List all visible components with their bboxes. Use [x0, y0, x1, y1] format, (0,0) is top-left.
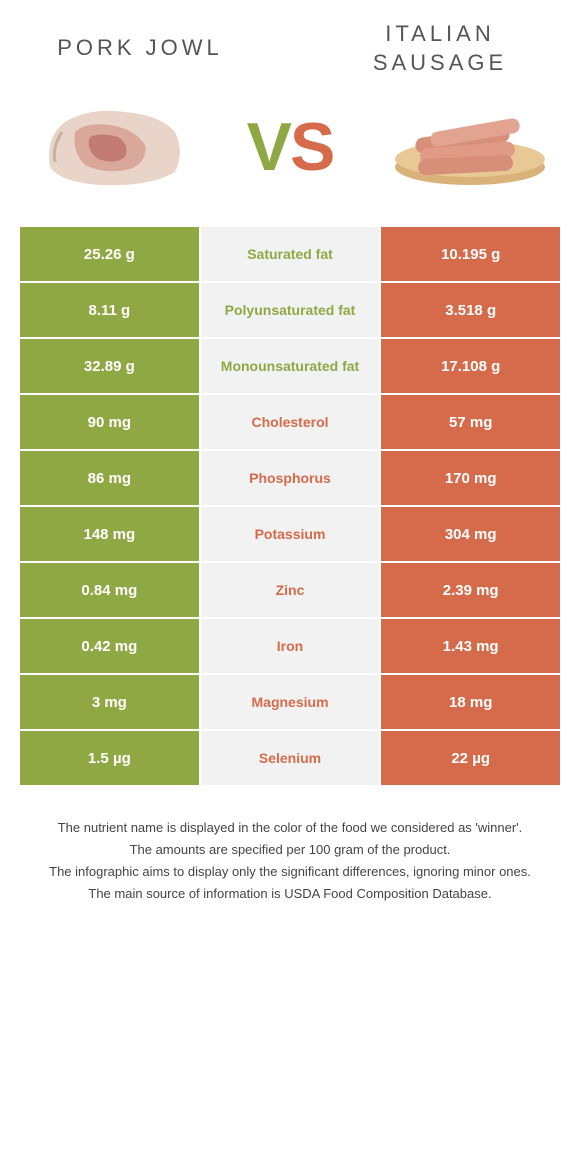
left-value: 1.5 µg	[20, 731, 201, 787]
left-value: 3 mg	[20, 675, 201, 731]
left-value: 0.84 mg	[20, 563, 201, 619]
left-value: 90 mg	[20, 395, 201, 451]
nutrient-label: Cholesterol	[201, 395, 382, 451]
title-left: PORK JOWL	[40, 34, 240, 63]
footer-line-3: The infographic aims to display only the…	[30, 861, 550, 883]
left-value: 0.42 mg	[20, 619, 201, 675]
right-value: 170 mg	[381, 451, 560, 507]
table-row: 148 mgPotassium304 mg	[20, 507, 560, 563]
vs-s: S	[290, 109, 333, 185]
table-row: 86 mgPhosphorus170 mg	[20, 451, 560, 507]
footer-line-4: The main source of information is USDA F…	[30, 883, 550, 905]
right-value: 1.43 mg	[381, 619, 560, 675]
header: PORK JOWL ITALIAN SAUSAGE	[0, 0, 580, 87]
pork-jowl-image	[30, 97, 200, 197]
footer-line-1: The nutrient name is displayed in the co…	[30, 817, 550, 839]
nutrient-label: Selenium	[201, 731, 382, 787]
nutrient-label: Phosphorus	[201, 451, 382, 507]
italian-sausage-image	[380, 97, 550, 197]
nutrient-label: Polyunsaturated fat	[201, 283, 382, 339]
left-value: 25.26 g	[20, 227, 201, 283]
right-value: 10.195 g	[381, 227, 560, 283]
nutrient-label: Magnesium	[201, 675, 382, 731]
table-row: 0.84 mgZinc2.39 mg	[20, 563, 560, 619]
right-value: 3.518 g	[381, 283, 560, 339]
right-value: 304 mg	[381, 507, 560, 563]
vs-v: V	[247, 109, 290, 185]
table-row: 3 mgMagnesium18 mg	[20, 675, 560, 731]
left-value: 32.89 g	[20, 339, 201, 395]
footer-line-2: The amounts are specified per 100 gram o…	[30, 839, 550, 861]
right-value: 2.39 mg	[381, 563, 560, 619]
vs-label: VS	[247, 108, 334, 186]
right-value: 57 mg	[381, 395, 560, 451]
right-value: 18 mg	[381, 675, 560, 731]
nutrient-label: Saturated fat	[201, 227, 382, 283]
nutrient-label: Potassium	[201, 507, 382, 563]
right-value: 22 µg	[381, 731, 560, 787]
table-row: 32.89 gMonounsaturated fat17.108 g	[20, 339, 560, 395]
table-row: 25.26 gSaturated fat10.195 g	[20, 227, 560, 283]
table-row: 90 mgCholesterol57 mg	[20, 395, 560, 451]
table-row: 8.11 gPolyunsaturated fat3.518 g	[20, 283, 560, 339]
comparison-table: 25.26 gSaturated fat10.195 g8.11 gPolyun…	[20, 227, 560, 787]
left-value: 148 mg	[20, 507, 201, 563]
left-value: 8.11 g	[20, 283, 201, 339]
title-right: ITALIAN SAUSAGE	[340, 20, 540, 77]
table-row: 0.42 mgIron1.43 mg	[20, 619, 560, 675]
nutrient-label: Monounsaturated fat	[201, 339, 382, 395]
right-value: 17.108 g	[381, 339, 560, 395]
left-value: 86 mg	[20, 451, 201, 507]
footer-notes: The nutrient name is displayed in the co…	[0, 787, 580, 915]
nutrient-label: Iron	[201, 619, 382, 675]
images-row: VS	[0, 87, 580, 227]
table-row: 1.5 µgSelenium22 µg	[20, 731, 560, 787]
nutrient-label: Zinc	[201, 563, 382, 619]
